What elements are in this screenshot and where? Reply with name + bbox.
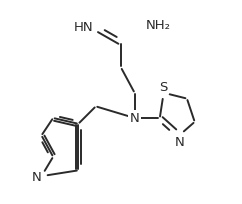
Text: N: N [130,112,139,125]
Text: NH₂: NH₂ [146,19,171,32]
Text: HN: HN [74,21,94,34]
Text: S: S [159,80,168,93]
Text: N: N [32,170,41,183]
Text: N: N [174,136,184,149]
